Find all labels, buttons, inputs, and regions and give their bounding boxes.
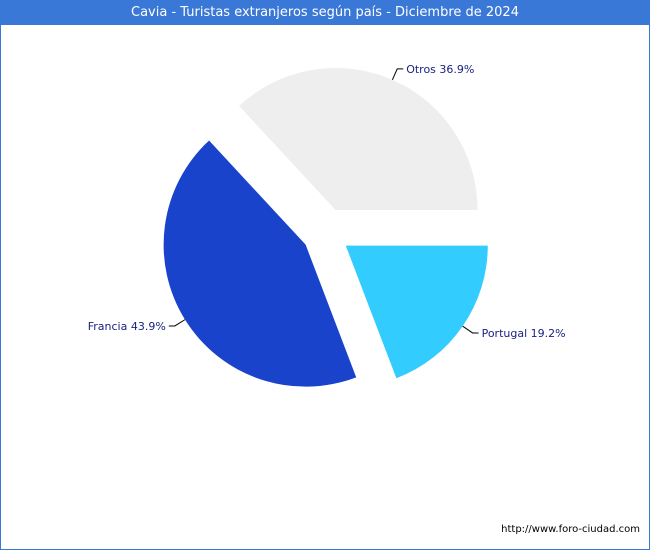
chart-title: Cavia - Turistas extranjeros según país … — [1, 1, 649, 25]
pie-slice-portugal — [345, 245, 488, 379]
pie-slice-otros — [239, 68, 478, 211]
slice-label-otros: Otros 36.9% — [406, 63, 474, 76]
chart-area: Portugal 19.2% Francia 43.9% Otros 36.9% — [1, 25, 649, 549]
pie-chart: Portugal 19.2% Francia 43.9% Otros 36.9% — [88, 63, 566, 387]
source-link[interactable]: http://www.foro-ciudad.com — [501, 524, 640, 535]
leader-line-francia — [168, 319, 186, 327]
slice-label-francia: Francia 43.9% — [88, 320, 166, 333]
leader-line-otros — [391, 68, 404, 81]
pie-slice-francia — [163, 140, 357, 387]
slice-label-portugal: Portugal 19.2% — [482, 327, 566, 340]
leader-line-portugal — [462, 325, 479, 334]
